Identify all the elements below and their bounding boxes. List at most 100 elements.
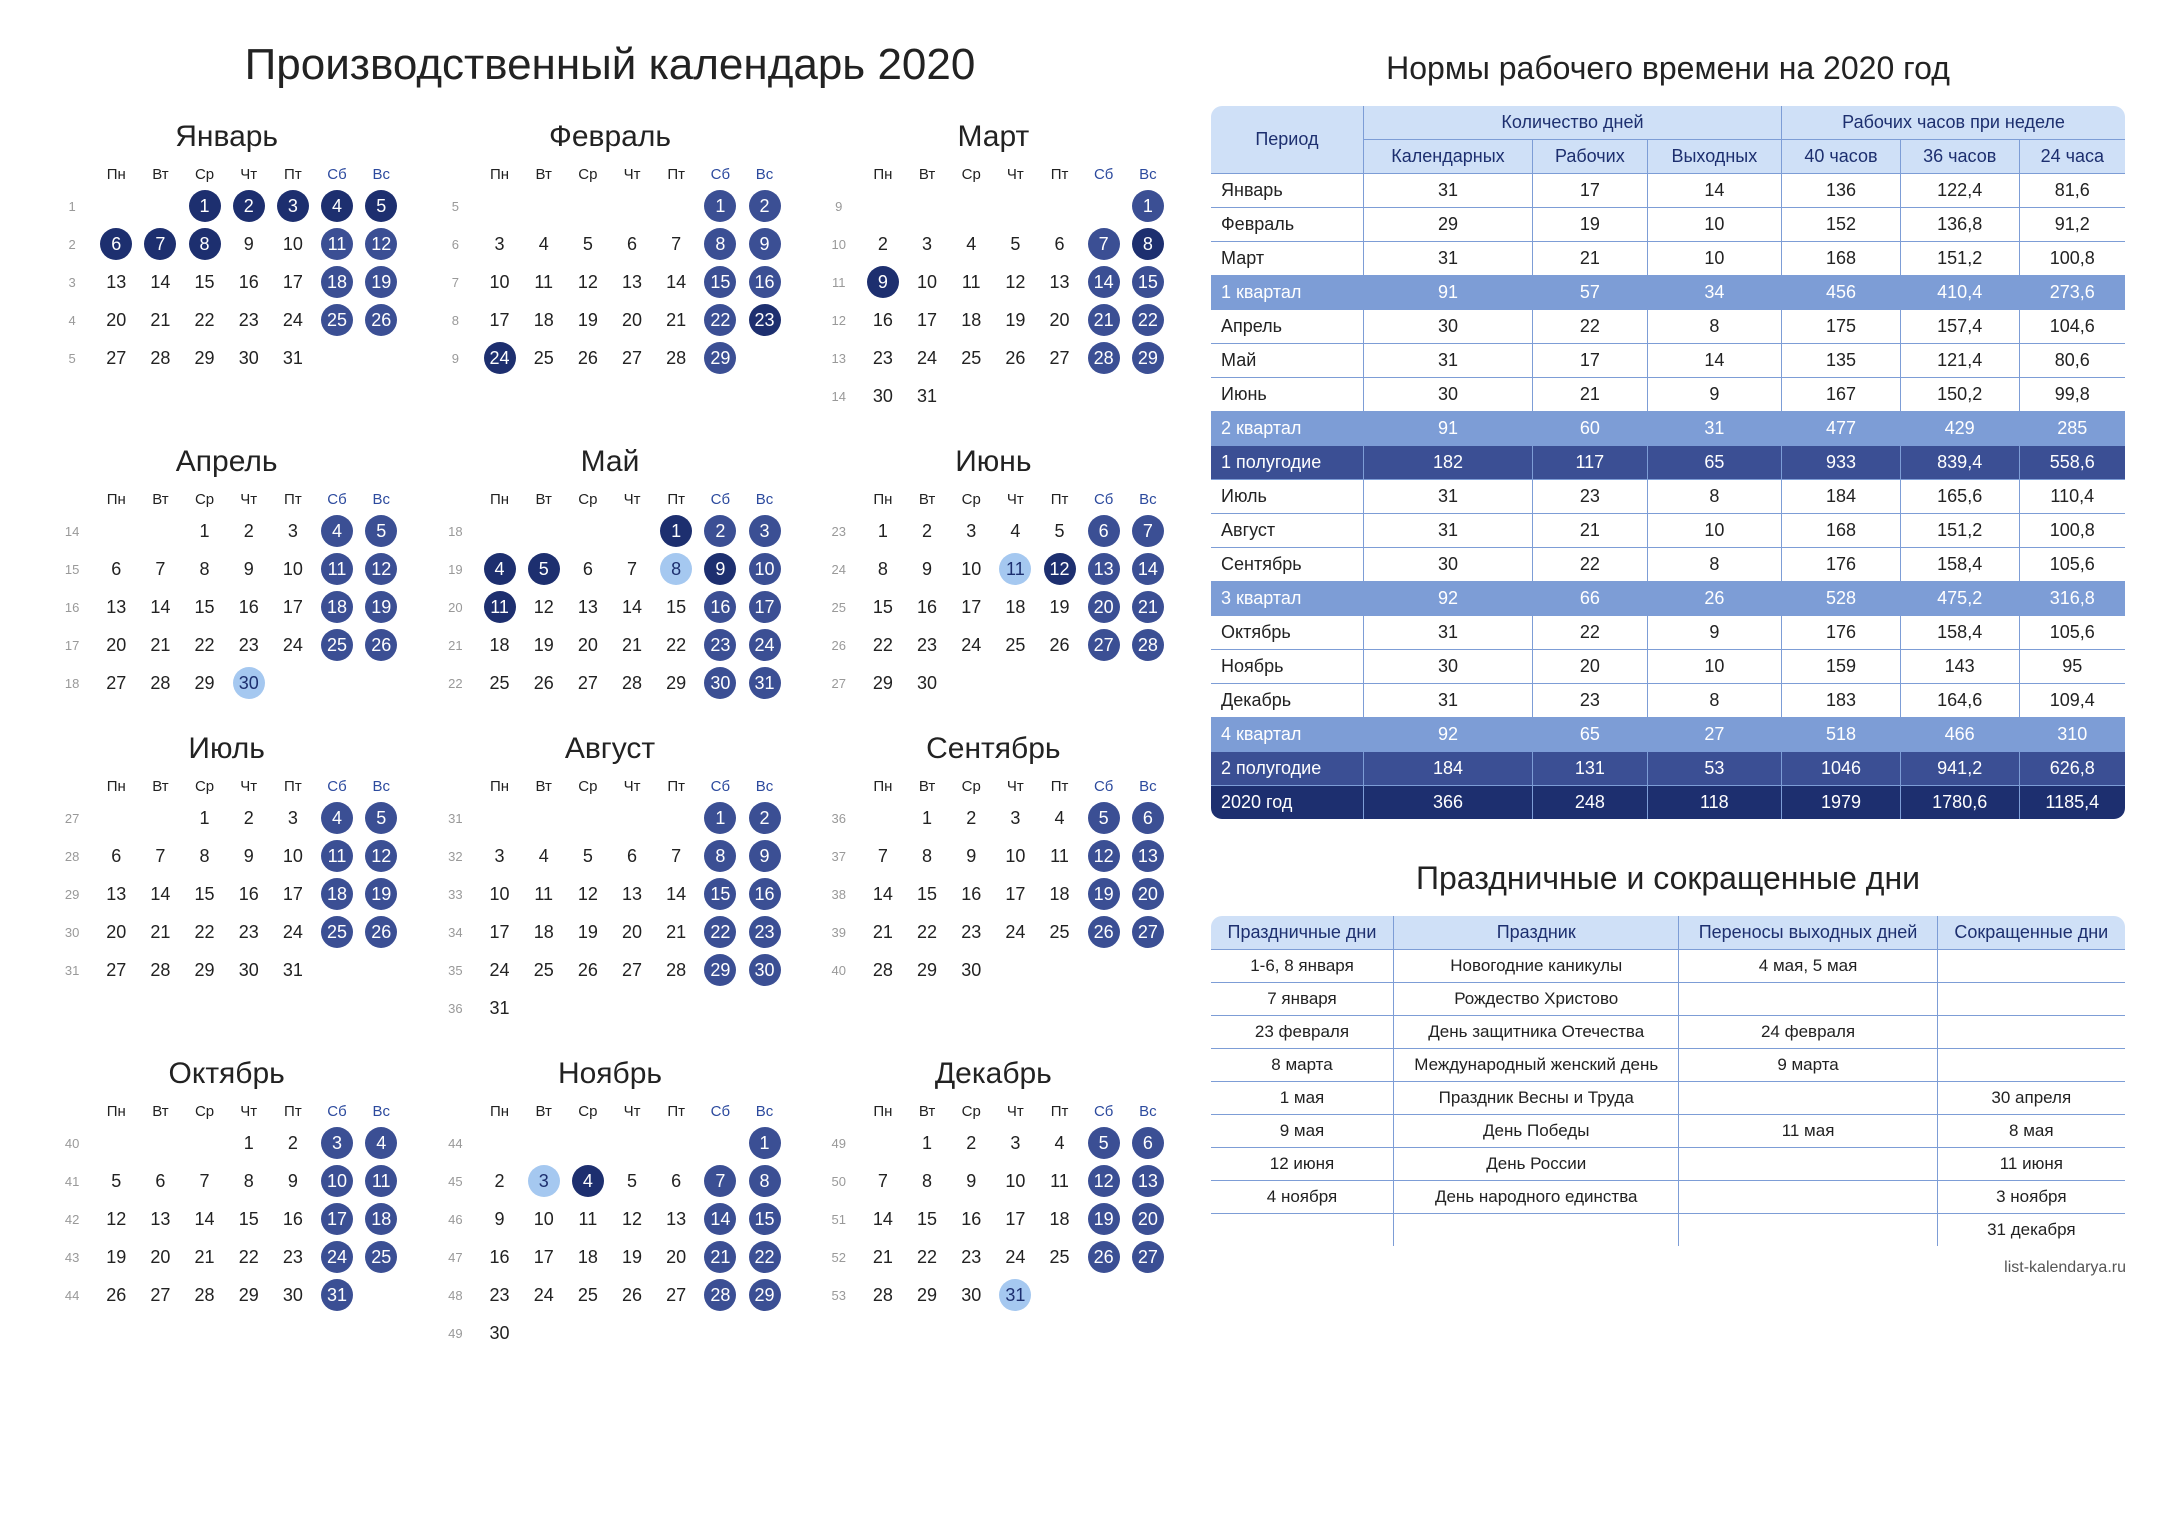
day-cell: 5	[616, 1165, 648, 1197]
day-cell: 21	[1088, 304, 1120, 336]
dow-header: Пн	[477, 774, 521, 799]
dow-header: Пн	[94, 487, 138, 512]
holiday-cell	[1937, 983, 2125, 1016]
norms-cell: 21	[1533, 514, 1647, 548]
day-cell: 18	[321, 591, 353, 623]
day-cell: 9	[749, 840, 781, 872]
norms-cell: 1 полугодие	[1211, 446, 1364, 480]
norms-cell: 22	[1533, 616, 1647, 650]
norms-cell: 8	[1647, 310, 1782, 344]
dow-header: Сб	[698, 162, 742, 187]
dow-header: Ср	[566, 162, 610, 187]
day-cell: 25	[955, 342, 987, 374]
day-cell: 16	[749, 878, 781, 910]
dow-header: Ср	[566, 487, 610, 512]
week-number: 31	[433, 799, 477, 837]
day-cell: 24	[277, 304, 309, 336]
day-cell: 14	[189, 1203, 221, 1235]
day-cell: 11	[528, 878, 560, 910]
dow-header: Пт	[654, 487, 698, 512]
day-cell: 13	[1132, 1165, 1164, 1197]
day-cell: 28	[189, 1279, 221, 1311]
day-cell: 30	[233, 954, 265, 986]
day-cell: 24	[999, 916, 1031, 948]
day-cell: 9	[484, 1203, 516, 1235]
day-cell: 13	[660, 1203, 692, 1235]
day-cell: 10	[277, 228, 309, 260]
day-cell: 6	[1044, 228, 1076, 260]
norms-cell: 30	[1363, 310, 1532, 344]
month: НоябрьПнВтСрЧтПтСбВс44145234567846910111…	[433, 1057, 786, 1352]
day-cell: 20	[1132, 878, 1164, 910]
day-cell: 20	[616, 304, 648, 336]
day-cell: 27	[572, 667, 604, 699]
dow-header: Чт	[610, 487, 654, 512]
dow-header: Пт	[1037, 162, 1081, 187]
month-name: Июль	[50, 732, 403, 766]
norms-cell: 150,2	[1900, 378, 2019, 412]
dow-header: Ср	[182, 774, 226, 799]
day-cell: 19	[528, 629, 560, 661]
day-cell: 5	[365, 190, 397, 222]
dow-header: Чт	[227, 774, 271, 799]
day-cell: 16	[277, 1203, 309, 1235]
day-cell: 25	[321, 916, 353, 948]
norms-cell: Февраль	[1211, 208, 1364, 242]
day-cell: 10	[484, 266, 516, 298]
day-cell: 2	[233, 802, 265, 834]
dow-header: Сб	[315, 774, 359, 799]
day-cell: 28	[660, 954, 692, 986]
dow-header: Сб	[315, 162, 359, 187]
day-cell: 8	[189, 228, 221, 260]
day-cell: 7	[189, 1165, 221, 1197]
day-cell: 26	[1088, 916, 1120, 948]
day-cell: 21	[144, 629, 176, 661]
day-cell: 25	[1044, 1241, 1076, 1273]
day-cell: 27	[100, 667, 132, 699]
calendar-grid: ЯнварьПнВтСрЧтПтСбВс11234526789101112313…	[50, 120, 1170, 1352]
day-cell: 19	[1044, 591, 1076, 623]
holiday-cell: 9 марта	[1679, 1049, 1937, 1082]
dow-header: Вт	[522, 774, 566, 799]
day-cell: 7	[1088, 228, 1120, 260]
holiday-cell: День защитника Отечества	[1394, 1016, 1679, 1049]
holiday-row: 12 июняДень России11 июня	[1211, 1148, 2126, 1181]
holiday-cell: 8 мая	[1937, 1115, 2125, 1148]
norms-cell: 151,2	[1900, 514, 2019, 548]
holiday-cell	[1937, 1049, 2125, 1082]
norms-cell: 165,6	[1900, 480, 2019, 514]
day-cell: 25	[572, 1279, 604, 1311]
day-cell: 23	[955, 1241, 987, 1273]
day-cell: 22	[749, 1241, 781, 1273]
day-cell: 8	[660, 553, 692, 585]
dow-header: Вс	[742, 1099, 786, 1124]
week-number: 2	[50, 225, 94, 263]
norms-cell: 1 квартал	[1211, 276, 1364, 310]
day-cell: 10	[277, 553, 309, 585]
holiday-row: 1 маяПраздник Весны и Труда30 апреля	[1211, 1082, 2126, 1115]
day-cell: 2	[704, 515, 736, 547]
day-cell: 20	[1088, 591, 1120, 623]
day-cell: 16	[749, 266, 781, 298]
norms-cell: 477	[1782, 412, 1901, 446]
week-number: 5	[433, 187, 477, 225]
holidays-th-days: Праздничные дни	[1211, 916, 1394, 950]
day-cell: 20	[572, 629, 604, 661]
dow-header: Сб	[1082, 162, 1126, 187]
norms-cell: 136	[1782, 174, 1901, 208]
day-cell: 28	[144, 342, 176, 374]
day-cell: 6	[1132, 1127, 1164, 1159]
dow-header: Вт	[905, 162, 949, 187]
day-cell: 12	[572, 878, 604, 910]
day-cell: 15	[1132, 266, 1164, 298]
day-cell: 29	[1132, 342, 1164, 374]
holiday-cell: 8 марта	[1211, 1049, 1394, 1082]
week-number: 46	[433, 1200, 477, 1238]
day-cell: 30	[955, 954, 987, 986]
day-cell: 14	[144, 878, 176, 910]
week-number: 4	[50, 301, 94, 339]
norms-title: Нормы рабочего времени на 2020 год	[1210, 50, 2126, 87]
day-cell: 27	[616, 954, 648, 986]
dow-header: Чт	[993, 774, 1037, 799]
holiday-cell	[1937, 950, 2125, 983]
